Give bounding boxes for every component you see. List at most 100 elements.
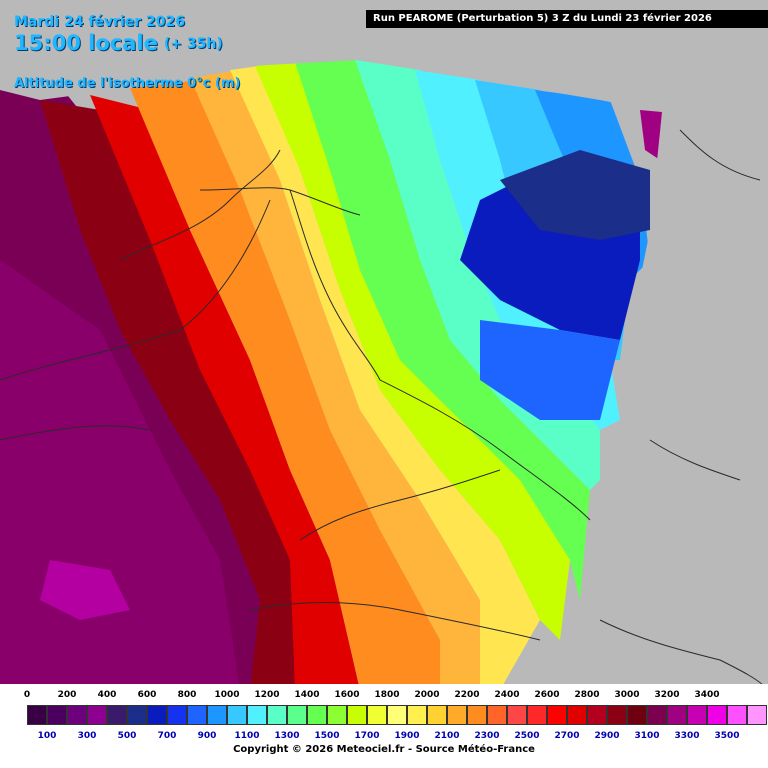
legend-tick-label: 300 xyxy=(77,731,97,741)
region-green xyxy=(295,60,590,600)
border-line xyxy=(599,619,768,691)
legend-tick-label: 3400 xyxy=(694,690,720,700)
legend-swatch xyxy=(167,705,187,725)
border-line xyxy=(679,129,761,181)
legend-swatch xyxy=(527,705,547,725)
legend-swatch xyxy=(487,705,507,725)
legend-swatch xyxy=(447,705,467,725)
legend-swatch xyxy=(747,705,767,725)
legend-tick-label: 3000 xyxy=(614,690,640,700)
legend-tick-label: 1900 xyxy=(394,731,420,741)
legend-swatch xyxy=(467,705,487,725)
legend-swatch xyxy=(107,705,127,725)
legend-swatch xyxy=(67,705,87,725)
region-dark-red xyxy=(40,100,300,690)
local-time: 15:00 locale xyxy=(14,31,158,55)
legend-swatch xyxy=(307,705,327,725)
copyright-text: Copyright © 2026 Meteociel.fr - Source M… xyxy=(233,744,535,755)
legend-tick-label: 800 xyxy=(177,690,197,700)
border-line xyxy=(199,187,361,216)
legend-tick-label: 2700 xyxy=(554,731,580,741)
region-blue-east xyxy=(480,320,620,420)
parameter-title: Altitude de l'isotherme 0°c (m) xyxy=(14,76,241,91)
legend-tick-label: 2400 xyxy=(494,690,520,700)
legend-swatch xyxy=(687,705,707,725)
legend-tick-label: 400 xyxy=(97,690,117,700)
legend-swatch xyxy=(727,705,747,725)
legend-tick-label: 1700 xyxy=(354,731,380,741)
legend-swatch xyxy=(227,705,247,725)
region-orange xyxy=(130,80,440,690)
legend-swatch xyxy=(647,705,667,725)
legend-swatch xyxy=(147,705,167,725)
legend-swatch xyxy=(507,705,527,725)
legend-swatch xyxy=(567,705,587,725)
region-navy xyxy=(500,150,650,240)
legend-swatch xyxy=(427,705,447,725)
legend-tick-label: 1100 xyxy=(234,731,260,741)
legend-swatch xyxy=(247,705,267,725)
domain-mask-east xyxy=(560,112,768,768)
legend-tick-label: 1400 xyxy=(294,690,320,700)
legend-bottom-labels: 100 300 500 700 900 1100 1300 1500 1700 1900 2100 2… xyxy=(0,731,768,744)
legend-swatch xyxy=(47,705,67,725)
legend-tick-label: 0 xyxy=(23,690,31,700)
legend-tick-label: 2200 xyxy=(454,690,480,700)
region-yellow xyxy=(230,66,540,690)
legend-tick-label: 2100 xyxy=(434,731,460,741)
region-light-orange xyxy=(190,70,480,690)
legend-tick-label: 2000 xyxy=(414,690,440,700)
legend-swatch xyxy=(127,705,147,725)
legend-tick-label: 3100 xyxy=(634,731,660,741)
region-red xyxy=(90,95,360,690)
legend-swatch xyxy=(627,705,647,725)
legend-swatch xyxy=(547,705,567,725)
legend-swatch xyxy=(587,705,607,725)
legend-swatch xyxy=(287,705,307,725)
legend-tick-label: 2800 xyxy=(574,690,600,700)
legend-swatch xyxy=(267,705,287,725)
border-line xyxy=(0,425,151,441)
border-line xyxy=(379,379,591,521)
domain-mask-north xyxy=(0,0,768,112)
border-line xyxy=(649,439,741,481)
legend-swatch xyxy=(407,705,427,725)
legend-top-labels: 0 200 400 600 800 1000 1200 1400 1600 1800 2000 220… xyxy=(0,690,768,703)
legend-tick-label: 1500 xyxy=(314,731,340,741)
legend-swatch xyxy=(327,705,347,725)
run-info: Run PEAROME (Perturbation 5) 3 Z du Lund… xyxy=(366,10,768,28)
legend-swatches xyxy=(27,705,767,725)
legend-tick-label: 3200 xyxy=(654,690,680,700)
forecast-date: Mardi 24 février 2026 xyxy=(14,14,185,30)
legend-swatch xyxy=(707,705,727,725)
legend-tick-label: 1000 xyxy=(214,690,240,700)
region-magenta-corner xyxy=(640,110,662,160)
legend-tick-label: 1200 xyxy=(254,690,280,700)
legend-tick-label: 1600 xyxy=(334,690,360,700)
borders xyxy=(0,129,768,691)
color-legend: 0 200 400 600 800 1000 1200 1400 1600 1800 2000 220… xyxy=(0,684,768,768)
forecast-time: 15:00 locale (+ 35h) xyxy=(14,31,223,55)
lead-time: (+ 35h) xyxy=(163,36,223,52)
border-line xyxy=(289,189,381,381)
legend-tick-label: 3500 xyxy=(714,731,740,741)
legend-tick-label: 100 xyxy=(37,731,57,741)
model-domain xyxy=(0,60,662,690)
legend-tick-label: 1300 xyxy=(274,731,300,741)
legend-tick-label: 2600 xyxy=(534,690,560,700)
legend-tick-label: 700 xyxy=(157,731,177,741)
legend-swatch xyxy=(27,705,47,725)
legend-tick-label: 3300 xyxy=(674,731,700,741)
region-magenta-patch xyxy=(40,560,130,620)
legend-tick-label: 1800 xyxy=(374,690,400,700)
legend-tick-label: 2300 xyxy=(474,731,500,741)
legend-tick-label: 2500 xyxy=(514,731,540,741)
border-line xyxy=(119,149,281,261)
legend-tick-label: 600 xyxy=(137,690,157,700)
border-line xyxy=(0,199,271,381)
legend-swatch xyxy=(367,705,387,725)
legend-swatch xyxy=(347,705,367,725)
legend-tick-label: 2900 xyxy=(594,731,620,741)
legend-tick-label: 200 xyxy=(57,690,77,700)
